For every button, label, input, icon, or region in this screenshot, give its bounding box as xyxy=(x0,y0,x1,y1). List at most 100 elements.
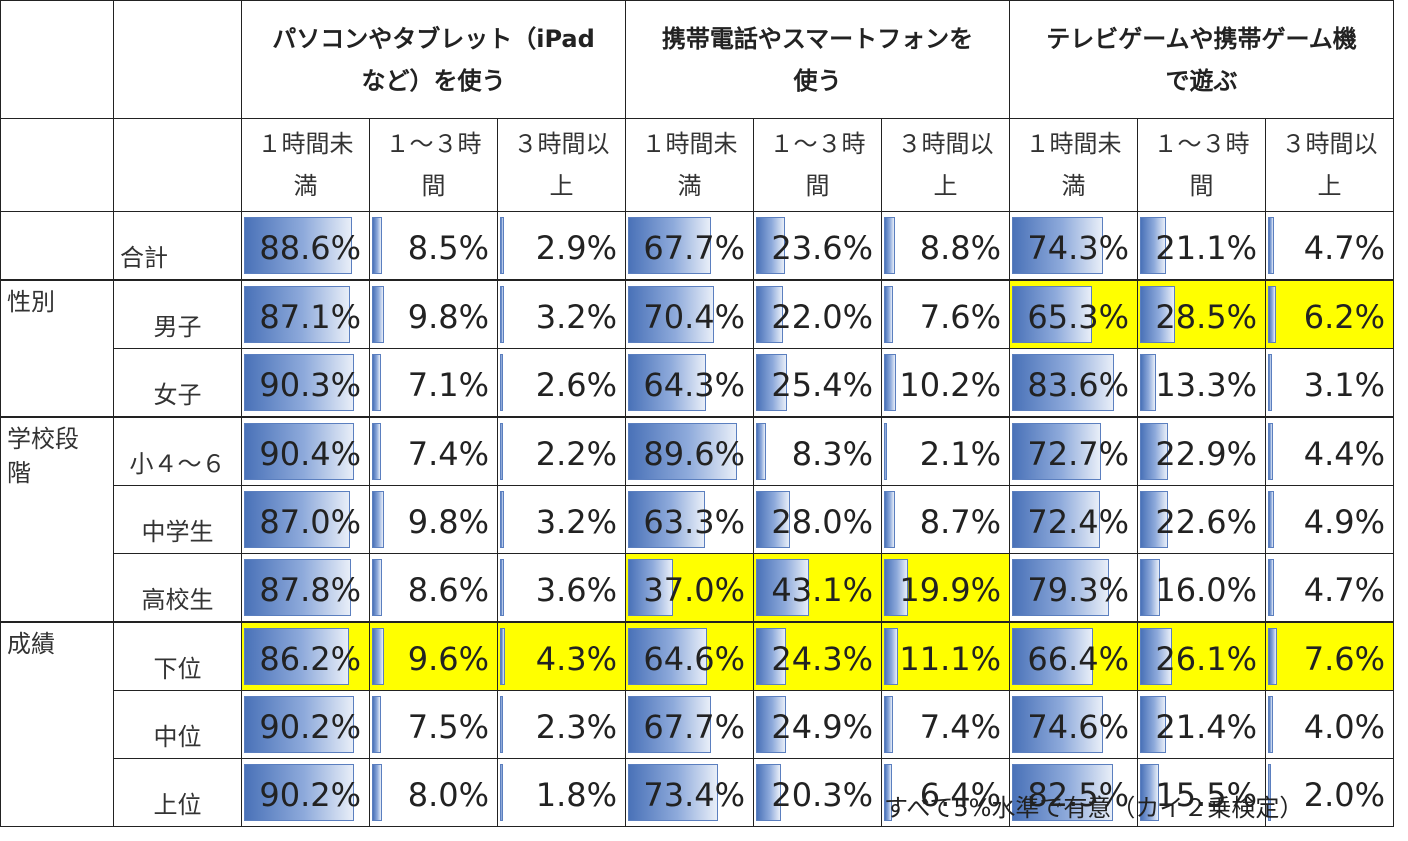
value-label: 19.9% xyxy=(899,570,1001,609)
value-cell: 28.0% xyxy=(753,485,882,554)
cross-table: パソコンやタブレット（iPad など）を使う 携帯電話やスマートフォンを 使う … xyxy=(0,0,1394,827)
data-bar xyxy=(372,559,383,616)
value-cell: 11.1% xyxy=(881,621,1010,691)
value-label: 67.7% xyxy=(643,228,745,267)
data-bar xyxy=(1140,628,1172,685)
sub-header: ３時間以上 xyxy=(1265,118,1394,212)
value-label: 11.1% xyxy=(899,639,1001,678)
table-row: 成績 下位 86.2% 9.6% 4.3% 64.6% 24.3% 11.1% 66.4% 26.… xyxy=(0,621,1394,827)
value-cell: 1.8% xyxy=(497,758,626,827)
row-label: 下位 xyxy=(113,621,242,691)
value-cell: 90.3% xyxy=(241,348,370,418)
data-bar xyxy=(884,764,892,821)
value-label: 3.2% xyxy=(535,297,617,336)
value-label: 3.1% xyxy=(1303,365,1385,404)
data-bar xyxy=(756,286,783,343)
value-cell: 70.4% xyxy=(625,279,754,349)
value-cell: 3.2% xyxy=(497,279,626,349)
value-cell: 2.1% xyxy=(881,416,1010,486)
data-bar xyxy=(244,491,351,548)
value-cell: 26.1% xyxy=(1137,621,1266,691)
data-bar xyxy=(628,423,738,480)
value-cell: 9.8% xyxy=(369,279,498,349)
value-cell: 7.4% xyxy=(881,690,1010,759)
data-bar xyxy=(884,354,897,411)
data-bar xyxy=(500,217,504,274)
value-label: 82.5% xyxy=(1027,775,1129,814)
data-bar xyxy=(1012,764,1113,821)
empty-cell xyxy=(0,211,114,281)
data-bar xyxy=(500,423,503,480)
value-label: 88.6% xyxy=(259,228,361,267)
data-bar xyxy=(244,423,355,480)
value-label: 72.7% xyxy=(1027,434,1129,473)
value-cell: 3.6% xyxy=(497,553,626,623)
value-label: 90.2% xyxy=(259,707,361,746)
value-cell: 74.6% xyxy=(1009,690,1138,759)
value-label: 7.6% xyxy=(1303,639,1385,678)
value-label: 90.4% xyxy=(259,434,361,473)
value-label: 90.2% xyxy=(259,775,361,814)
value-cell: 8.8% xyxy=(881,211,1010,281)
value-label: 86.2% xyxy=(259,639,361,678)
data-bar xyxy=(372,217,383,274)
value-label: 4.9% xyxy=(1303,502,1385,541)
value-cell: 28.5% xyxy=(1137,279,1266,349)
data-bar xyxy=(1268,491,1274,548)
value-cell: 8.0% xyxy=(369,758,498,827)
value-label: 63.3% xyxy=(643,502,745,541)
sub-header: １～３時間 xyxy=(753,118,882,212)
data-bar xyxy=(244,764,355,821)
value-cell: 9.6% xyxy=(369,621,498,691)
value-label: 7.5% xyxy=(407,707,489,746)
value-cell: 43.1% xyxy=(753,553,882,623)
value-cell: 24.9% xyxy=(753,690,882,759)
data-bar xyxy=(500,696,503,753)
data-bar xyxy=(756,217,785,274)
value-cell: 2.3% xyxy=(497,690,626,759)
value-label: 15.5% xyxy=(1155,775,1257,814)
value-label: 9.6% xyxy=(407,639,489,678)
value-cell: 90.2% xyxy=(241,758,370,827)
value-cell: 3.2% xyxy=(497,485,626,554)
data-bar xyxy=(244,696,355,753)
table-row: 高校生 87.8% 8.6% 3.6% 37.0% 43.1% 19.9% 79.3% 16.0… xyxy=(1,553,1394,623)
value-cell: 9.8% xyxy=(369,485,498,554)
group-label: 成績 xyxy=(0,621,114,827)
value-label: 73.4% xyxy=(643,775,745,814)
data-bar xyxy=(372,286,384,343)
value-cell: 7.6% xyxy=(881,279,1010,349)
value-label: 9.8% xyxy=(407,297,489,336)
value-label: 64.6% xyxy=(643,639,745,678)
sub-header: ３時間以上 xyxy=(881,118,1010,212)
data-bar xyxy=(1140,696,1167,753)
value-cell: 65.3% xyxy=(1009,279,1138,349)
value-label: 28.5% xyxy=(1155,297,1257,336)
value-label: 8.6% xyxy=(407,570,489,609)
group-header-phone: 携帯電話やスマートフォンを 使う xyxy=(625,0,1010,119)
value-cell: 86.2% xyxy=(241,621,370,691)
data-bar xyxy=(1012,217,1103,274)
value-cell: 64.3% xyxy=(625,348,754,418)
sub-header: ３時間以上 xyxy=(497,118,626,212)
value-label: 10.2% xyxy=(899,365,1001,404)
row-label: 男子 xyxy=(113,279,242,349)
value-label: 6.2% xyxy=(1303,297,1385,336)
value-label: 67.7% xyxy=(643,707,745,746)
value-cell: 25.4% xyxy=(753,348,882,418)
data-bar xyxy=(372,423,382,480)
data-bar xyxy=(1140,764,1159,821)
value-label: 70.4% xyxy=(643,297,745,336)
value-cell: 22.0% xyxy=(753,279,882,349)
data-bar xyxy=(1268,354,1272,411)
value-cell: 8.7% xyxy=(881,485,1010,554)
value-cell: 22.9% xyxy=(1137,416,1266,486)
value-cell: 4.7% xyxy=(1265,553,1394,623)
data-bar xyxy=(1140,354,1157,411)
row-label: 上位 xyxy=(113,758,242,827)
table-row: 女子 90.3% 7.1% 2.6% 64.3% 25.4% 10.2% 83.6% 13.3%… xyxy=(1,348,1394,418)
data-bar xyxy=(244,286,351,343)
value-label: 2.9% xyxy=(535,228,617,267)
data-bar xyxy=(756,696,787,753)
value-cell: 87.0% xyxy=(241,485,370,554)
